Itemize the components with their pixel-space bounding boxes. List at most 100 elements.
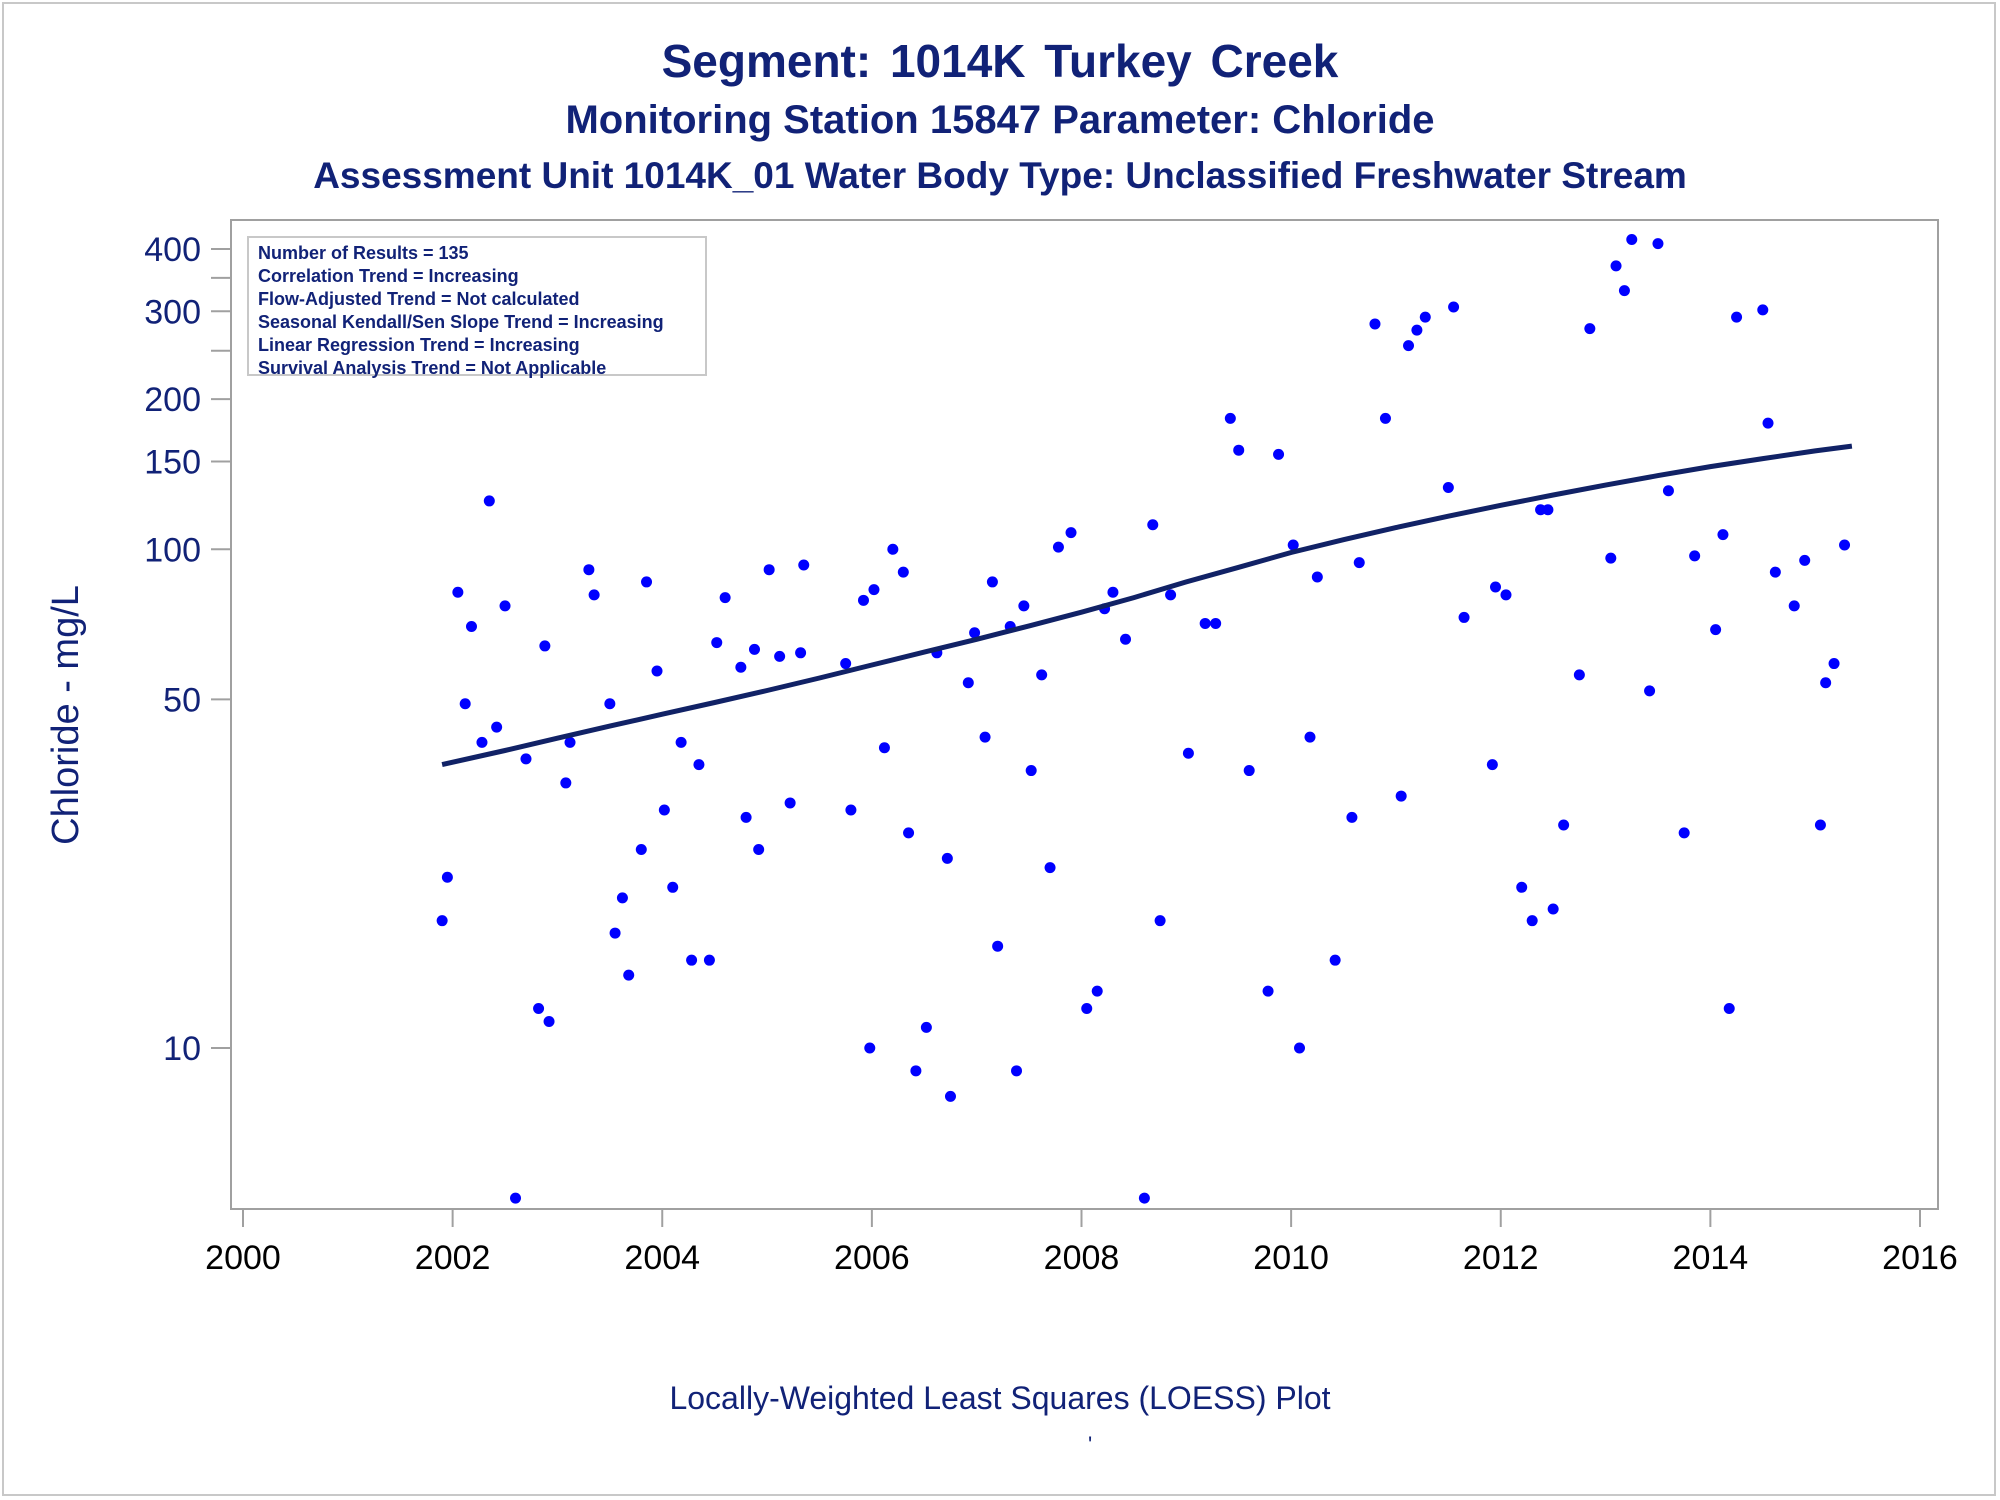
data-point [539,640,551,652]
data-point [1526,915,1538,927]
x-tick-label: 2012 [1463,1239,1539,1277]
y-tick-label: 10 [163,1030,201,1068]
data-point [1243,765,1255,777]
data-point [1652,238,1664,250]
data-point [1165,589,1177,601]
data-point [1839,539,1851,551]
data-point [1287,539,1299,551]
data-point [623,969,635,981]
data-point [840,658,852,670]
data-point [1605,552,1617,564]
data-point [1486,759,1498,771]
data-point [1025,765,1037,777]
data-point [533,1003,545,1015]
data-point [1500,589,1512,601]
data-point [616,892,628,904]
data-point [1210,617,1222,629]
data-point [969,627,981,639]
data-point [1182,747,1194,759]
y-tick-label: 150 [144,443,201,481]
data-point [1311,571,1323,583]
data-point [1442,481,1454,493]
loess-trend-line [441,443,1853,768]
data-point [748,643,760,655]
data-point [1662,485,1674,497]
chart-subtitle-assessment: Assessment Unit 1014K_01 Water Body Type… [313,155,1687,196]
data-point [1052,541,1064,553]
stat-survival-analysis-trend: Survival Analysis Trend = Not Applicable [258,358,607,378]
data-point [798,559,810,571]
data-point [1542,504,1554,516]
data-point [703,954,715,966]
data-point [1011,1065,1023,1077]
data-point [588,589,600,601]
data-point [897,566,909,578]
data-point [1369,318,1381,330]
data-point [1379,412,1391,424]
data-point [1091,985,1103,997]
data-point [499,600,511,612]
data-point [1065,527,1077,539]
plot-area [230,219,1939,1210]
y-tick-label: 300 [144,293,201,331]
data-point [1419,311,1431,323]
data-point [1403,340,1415,352]
data-point [543,1016,555,1028]
data-point [1573,669,1585,681]
data-point [857,594,869,606]
stat-correlation-trend: Correlation Trend = Increasing [258,266,519,286]
data-point [452,586,464,598]
data-point [795,647,807,659]
data-point [1710,624,1722,636]
data-point [1411,324,1423,336]
y-tick-label: 50 [163,681,201,719]
data-point [986,576,998,588]
data-point [920,1021,932,1033]
data-point [1107,586,1119,598]
data-point [686,954,698,966]
data-point [436,915,448,927]
data-point [887,543,899,555]
data-point [1224,412,1236,424]
data-point [719,592,731,604]
stat-flow-adjusted-trend: Flow-Adjusted Trend = Not calculated [258,289,580,309]
stat-seasonal-kendall-trend: Seasonal Kendall/Sen Slope Trend = Incre… [258,312,664,332]
data-point [1618,285,1630,297]
data-point [878,742,890,754]
data-point [1138,1192,1150,1204]
y-tick-label: 100 [144,531,201,569]
data-point [491,721,503,733]
data-point [1395,790,1407,802]
data-point [1610,260,1622,272]
data-point [1120,633,1132,645]
data-point [903,827,915,839]
data-point [564,736,576,748]
data-point [944,1090,956,1102]
data-point [641,576,653,588]
data-point [845,804,857,816]
x-tick-label: 2010 [1253,1239,1329,1277]
data-point [753,844,765,856]
data-point [658,804,670,816]
y-tick-label: 400 [144,231,201,269]
data-point [1199,617,1211,629]
data-point [476,736,488,748]
data-point [1788,600,1800,612]
stat-number-of-results: Number of Results = 135 [258,243,469,263]
data-point [711,637,723,649]
data-point [1304,731,1316,743]
x-tick-label: 2014 [1673,1239,1749,1277]
data-point [1154,915,1166,927]
data-point [1273,448,1285,460]
data-point [979,731,991,743]
data-point [693,759,705,771]
data-point [1820,677,1832,689]
data-point [735,661,747,673]
data-point [1346,811,1358,823]
data-point [1044,862,1056,874]
data-point [784,797,796,809]
data-point [1081,1003,1093,1015]
chart-subtitle-station: Monitoring Station 15847 Parameter: Chlo… [565,98,1435,142]
data-point [635,844,647,856]
